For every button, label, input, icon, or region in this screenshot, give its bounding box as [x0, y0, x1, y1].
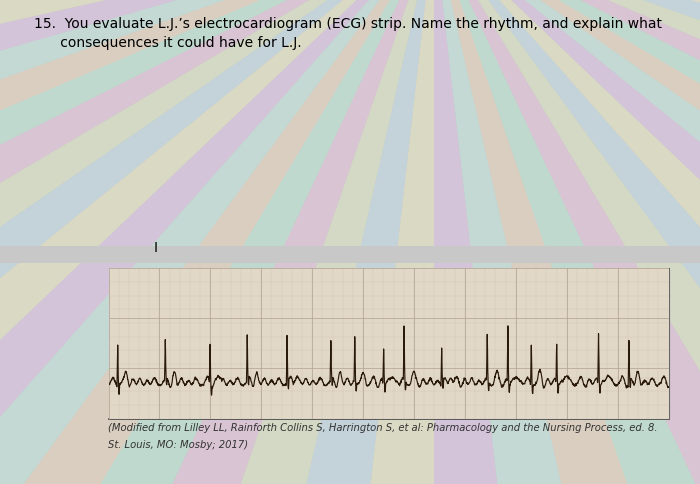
Polygon shape: [0, 0, 434, 443]
Polygon shape: [434, 0, 700, 86]
Polygon shape: [434, 0, 700, 33]
Polygon shape: [0, 0, 434, 86]
Polygon shape: [0, 0, 434, 187]
Polygon shape: [434, 0, 587, 484]
Polygon shape: [434, 0, 511, 484]
Polygon shape: [0, 0, 434, 476]
Polygon shape: [434, 0, 700, 407]
Text: I: I: [154, 240, 158, 254]
Polygon shape: [0, 0, 434, 484]
Polygon shape: [0, 0, 434, 407]
Polygon shape: [434, 0, 700, 326]
Polygon shape: [0, 0, 434, 326]
Polygon shape: [59, 0, 434, 484]
Text: (Modified from Lilley LL, Rainforth Collins S, Harrington S, et al: Pharmacology: (Modified from Lilley LL, Rainforth Coll…: [108, 423, 658, 433]
Text: St. Louis, MO: Mosby; 2017): St. Louis, MO: Mosby; 2017): [108, 439, 248, 450]
Polygon shape: [434, 0, 700, 367]
Polygon shape: [0, 0, 434, 235]
Bar: [0, 247, 700, 264]
Polygon shape: [0, 0, 434, 484]
Polygon shape: [205, 0, 434, 484]
Polygon shape: [434, 0, 700, 484]
Text: 15.  You evaluate L.J.’s electrocardiogram (ECG) strip. Name the rhythm, and exp: 15. You evaluate L.J.’s electrocardiogra…: [34, 17, 662, 31]
Polygon shape: [434, 0, 700, 137]
Polygon shape: [434, 0, 700, 443]
Polygon shape: [434, 0, 700, 484]
Polygon shape: [281, 0, 434, 484]
Polygon shape: [434, 0, 663, 484]
Polygon shape: [0, 0, 434, 137]
Polygon shape: [434, 0, 700, 281]
Polygon shape: [434, 0, 700, 484]
Polygon shape: [0, 0, 434, 484]
Polygon shape: [357, 0, 434, 484]
Polygon shape: [434, 0, 700, 235]
Polygon shape: [434, 0, 700, 484]
Text: consequences it could have for L.J.: consequences it could have for L.J.: [34, 36, 301, 50]
Polygon shape: [434, 0, 700, 476]
Polygon shape: [131, 0, 434, 484]
Polygon shape: [0, 0, 434, 33]
Polygon shape: [434, 0, 700, 187]
Polygon shape: [434, 0, 700, 484]
Polygon shape: [0, 0, 434, 367]
Polygon shape: [0, 0, 434, 281]
